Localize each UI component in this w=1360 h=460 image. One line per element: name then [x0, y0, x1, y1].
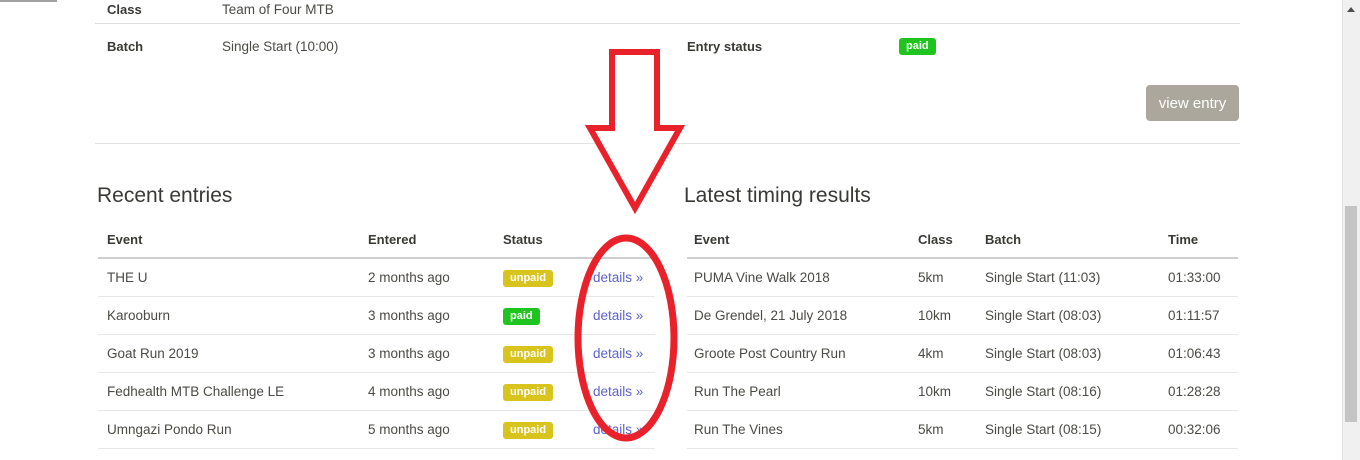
status-cell: unpaid — [494, 269, 584, 287]
status-badge: paid — [503, 307, 540, 325]
timing-result-row: De Grendel, 21 July 2018 10km Single Sta… — [687, 297, 1238, 335]
batch-cell: Single Start (08:16) — [985, 384, 1102, 399]
recent-entry-row: THE U 2 months ago unpaid details » — [98, 259, 655, 297]
column-header-time: Time — [1168, 232, 1199, 247]
status-cell: unpaid — [494, 383, 584, 401]
time-cell: 01:11:57 — [1168, 308, 1220, 323]
class-value: Team of Four MTB — [222, 2, 334, 17]
time-cell: 00:32:06 — [1168, 422, 1221, 437]
entered-cell: 3 months ago — [368, 308, 450, 323]
class-cell: 10km — [918, 308, 952, 323]
timing-result-row: Run The Pearl 10km Single Start (08:16) … — [687, 373, 1238, 411]
timing-result-row: PUMA Vine Walk 2018 5km Single Start (11… — [687, 259, 1238, 297]
batch-cell: Single Start (08:15) — [985, 422, 1102, 437]
event-cell: Run The Pearl — [694, 384, 781, 399]
recent-entries-table: Event Entered Status THE U 2 months ago … — [98, 222, 655, 449]
batch-cell: Single Start (08:03) — [985, 346, 1102, 361]
time-cell: 01:28:28 — [1168, 384, 1221, 399]
details-cell: details » — [584, 422, 655, 437]
column-header-batch: Batch — [985, 232, 1022, 247]
recent-entry-row: Fedhealth MTB Challenge LE 4 months ago … — [98, 373, 655, 411]
batch-value: Single Start (10:00) — [222, 39, 339, 54]
timing-results-body: PUMA Vine Walk 2018 5km Single Start (11… — [687, 259, 1238, 449]
status-cell: unpaid — [494, 421, 584, 439]
details-cell: details » — [584, 384, 655, 399]
status-cell: paid — [494, 307, 584, 325]
batch-cell: Single Start (08:03) — [985, 308, 1102, 323]
details-link[interactable]: details » — [593, 384, 644, 399]
event-cell: Fedhealth MTB Challenge LE — [107, 384, 285, 399]
entry-status-badge: paid — [899, 38, 936, 55]
recent-entry-row: Umngazi Pondo Run 5 months ago unpaid de… — [98, 411, 655, 449]
scroll-up-arrow-icon[interactable] — [1347, 7, 1355, 12]
recent-entry-row: Karooburn 3 months ago paid details » — [98, 297, 655, 335]
event-cell: PUMA Vine Walk 2018 — [694, 270, 830, 285]
class-label: Class — [107, 2, 142, 17]
column-header-status: Status — [503, 232, 543, 247]
status-badge: unpaid — [503, 345, 554, 363]
details-link[interactable]: details » — [593, 346, 644, 361]
column-header-event: Event — [107, 232, 143, 247]
details-link[interactable]: details » — [593, 422, 644, 437]
time-cell: 01:06:43 — [1168, 346, 1221, 361]
recent-entries-body: THE U 2 months ago unpaid details » Karo… — [98, 259, 655, 449]
timing-result-row: Groote Post Country Run 4km Single Start… — [687, 335, 1238, 373]
batch-label: Batch — [107, 39, 144, 54]
status-badge: unpaid — [503, 421, 554, 439]
cropped-top-divider — [0, 0, 57, 2]
details-cell: details » — [584, 308, 655, 323]
timing-results-header-row: Event Class Batch Time — [687, 222, 1238, 259]
timing-results-title: Latest timing results — [684, 184, 871, 207]
time-cell: 01:33:00 — [1168, 270, 1221, 285]
timing-results-table: Event Class Batch Time PUMA Vine Walk 20… — [687, 222, 1238, 449]
scrollbar-thumb[interactable] — [1345, 206, 1357, 422]
details-link[interactable]: details » — [593, 270, 644, 285]
class-cell: 4km — [918, 346, 944, 361]
timing-result-row: Run The Vines 5km Single Start (08:15) 0… — [687, 411, 1238, 449]
red-arrow-annotation-icon — [584, 49, 686, 215]
class-cell: 5km — [918, 422, 944, 437]
status-badge: unpaid — [503, 383, 554, 401]
divider — [95, 143, 1240, 144]
event-cell: Goat Run 2019 — [107, 346, 199, 361]
batch-cell: Single Start (11:03) — [985, 270, 1101, 285]
details-link[interactable]: details » — [593, 308, 644, 323]
status-cell: unpaid — [494, 345, 584, 363]
event-cell: Umngazi Pondo Run — [107, 422, 232, 437]
class-cell: 5km — [918, 270, 944, 285]
details-cell: details » — [584, 270, 655, 285]
entered-cell: 5 months ago — [368, 422, 450, 437]
column-header-entered: Entered — [368, 232, 417, 247]
entered-cell: 4 months ago — [368, 384, 450, 399]
recent-entries-header-row: Event Entered Status — [98, 222, 655, 259]
event-cell: De Grendel, 21 July 2018 — [694, 308, 848, 323]
divider — [95, 23, 1240, 24]
entered-cell: 3 months ago — [368, 346, 450, 361]
event-cell: Run The Vines — [694, 422, 783, 437]
entered-cell: 2 months ago — [368, 270, 450, 285]
event-cell: THE U — [107, 270, 148, 285]
recent-entry-row: Goat Run 2019 3 months ago unpaid detail… — [98, 335, 655, 373]
column-header-class: Class — [918, 232, 953, 247]
class-cell: 10km — [918, 384, 952, 399]
entry-status-label: Entry status — [687, 39, 763, 54]
details-cell: details » — [584, 346, 655, 361]
recent-entries-title: Recent entries — [97, 184, 233, 207]
status-badge: unpaid — [503, 269, 554, 287]
event-cell: Karooburn — [107, 308, 171, 323]
column-header-event: Event — [694, 232, 730, 247]
view-entry-button[interactable]: view entry — [1146, 85, 1239, 121]
event-cell: Groote Post Country Run — [694, 346, 846, 361]
